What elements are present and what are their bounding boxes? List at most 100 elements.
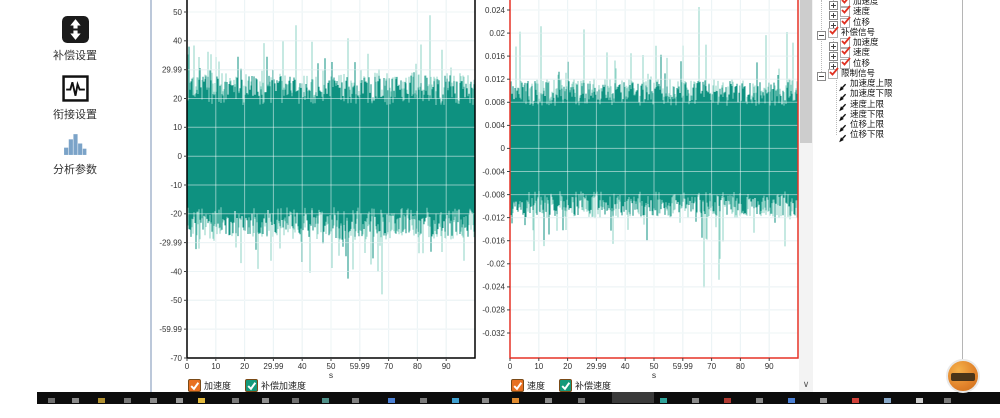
taskbar-icon[interactable] (916, 398, 923, 403)
taskbar-icon[interactable] (512, 398, 519, 403)
legend-item[interactable]: 补偿速度 (559, 379, 611, 392)
taskbar-icon[interactable] (388, 398, 395, 403)
tree-item-label: 位移 (853, 16, 871, 27)
taskbar-icon[interactable] (452, 398, 459, 403)
velocity-chart[interactable]: 0.024 0.02 0.016 0.012 0.008 0.004 0 -0.004 -0.0… (465, 0, 808, 392)
compensation-updown-arrows-icon (61, 16, 89, 43)
vertical-scrollbar[interactable]: ∨ (799, 0, 813, 392)
expand-plus-icon[interactable] (829, 48, 838, 61)
taskbar-icon[interactable] (322, 398, 329, 403)
taskbar-icon[interactable] (98, 398, 105, 403)
tree-item[interactable]: 加速度 (813, 0, 879, 10)
y-tick-label: 29.99 (162, 66, 183, 75)
taskbar-icon[interactable] (545, 398, 552, 403)
y-tick-label: 10 (173, 123, 182, 132)
red-check-signal-icon[interactable] (840, 56, 851, 69)
tree-item-label: 加速度 (853, 37, 879, 47)
taskbar-icon[interactable] (352, 398, 359, 403)
red-check-signal-icon[interactable] (840, 36, 851, 48)
taskbar-icon[interactable] (944, 398, 951, 403)
acceleration-chart[interactable]: 50 40 29.99 20 10 0 -10 -20 -29.99 -40 -50 -59.99 -7… (142, 0, 485, 392)
x-tick-label: 80 (736, 362, 745, 371)
y-tick-label: -0.004 (482, 167, 505, 176)
tree-item[interactable]: 速度 (813, 5, 870, 20)
taskbar-icon[interactable] (884, 398, 891, 403)
taskbar-icon[interactable] (612, 392, 654, 403)
y-tick-label: 0.012 (485, 75, 506, 84)
tree-item[interactable]: 位移 (813, 15, 871, 30)
taskbar-icon[interactable] (72, 398, 79, 403)
legend-item[interactable]: 补偿加速度 (245, 379, 306, 392)
expand-plus-icon[interactable] (829, 58, 838, 71)
y-tick-label: 0.024 (485, 6, 506, 15)
red-check-signal-icon[interactable] (840, 5, 851, 18)
taskbar-icon[interactable] (292, 398, 299, 403)
tree-item[interactable]: 限制信号 (813, 67, 875, 82)
taskbar-icon[interactable] (176, 398, 183, 403)
collapse-minus-icon[interactable] (817, 68, 826, 82)
pen-limit-icon (838, 99, 848, 112)
taskbar-icon[interactable] (262, 398, 269, 403)
taskbar-icon[interactable] (724, 398, 731, 403)
taskbar-icon[interactable] (820, 398, 827, 403)
tree-item[interactable]: 加速度 (813, 36, 879, 51)
taskbar-icon[interactable] (198, 398, 205, 403)
taskbar-icon[interactable] (756, 398, 763, 403)
tree-item[interactable]: 加速度下限 (813, 88, 893, 101)
expand-plus-icon[interactable] (829, 17, 838, 30)
legend-item[interactable]: 加速度 (188, 379, 231, 392)
tree-item[interactable]: 位移上限 (813, 119, 884, 132)
taskbar-icon[interactable] (852, 398, 859, 403)
tree-item[interactable]: 位移下限 (813, 129, 884, 142)
tree-item[interactable]: 补偿信号 (813, 26, 876, 41)
orange-badge[interactable] (946, 359, 980, 393)
taskbar-icon[interactable] (420, 398, 427, 403)
tree-item-label: 速度 (853, 47, 871, 58)
taskbar[interactable] (37, 392, 1000, 404)
taskbar-icon[interactable] (482, 398, 489, 403)
taskbar-icon[interactable] (660, 398, 667, 403)
pen-limit-icon (838, 120, 848, 132)
tree-item[interactable]: 加速度上限 (813, 78, 893, 91)
collapse-minus-icon[interactable] (817, 27, 826, 41)
tree-item[interactable]: 位移 (813, 56, 870, 71)
x-tick-label: 59.99 (350, 362, 371, 371)
y-tick-label: -40 (170, 267, 182, 276)
red-check-signal-icon[interactable] (840, 0, 851, 7)
taskbar-icon[interactable] (48, 398, 55, 403)
link-settings-button[interactable]: 衔接设置 (0, 75, 150, 122)
compensation-settings-button[interactable]: 补偿设置 (0, 16, 150, 63)
taskbar-icon[interactable] (124, 398, 131, 403)
x-tick-label: 29.99 (586, 362, 607, 371)
scrollbar-down-arrow[interactable]: ∨ (799, 378, 813, 392)
x-tick-label: 10 (534, 362, 543, 371)
red-check-signal-icon[interactable] (840, 46, 851, 59)
red-check-signal-icon[interactable] (828, 67, 839, 79)
taskbar-icon[interactable] (578, 398, 585, 403)
x-axis-title: s (652, 370, 656, 380)
expand-plus-icon[interactable] (829, 0, 838, 10)
expand-plus-icon[interactable] (829, 38, 838, 51)
tree-item[interactable]: 速度 (813, 46, 871, 61)
red-check-signal-icon[interactable] (828, 26, 839, 38)
pen-limit-icon (838, 79, 848, 91)
y-tick-label: -59.99 (159, 325, 182, 334)
legend-checkbox-icon[interactable] (245, 379, 259, 392)
analysis-params-button[interactable]: 分析参数 (0, 130, 150, 177)
tree-item[interactable]: 速度上限 (813, 99, 884, 112)
scrollbar-thumb[interactable] (800, 0, 812, 143)
red-check-signal-icon[interactable] (840, 15, 851, 28)
taskbar-icon[interactable] (150, 398, 157, 403)
legend-checkbox-icon[interactable] (511, 379, 524, 392)
taskbar-icon[interactable] (788, 398, 795, 403)
tree-item-label: 补偿信号 (841, 26, 876, 37)
tree-item[interactable]: 速度下限 (813, 109, 884, 122)
toolbar-sidebar: 补偿设置 衔接设置 分析参数 (0, 0, 150, 392)
legend-item[interactable]: 速度 (511, 379, 545, 392)
taskbar-icon[interactable] (692, 398, 699, 403)
x-tick-label: 50 (327, 362, 336, 371)
expand-plus-icon[interactable] (829, 7, 838, 20)
legend-checkbox-icon[interactable] (559, 379, 573, 392)
taskbar-icon[interactable] (232, 398, 239, 403)
legend-checkbox-icon[interactable] (188, 379, 201, 392)
